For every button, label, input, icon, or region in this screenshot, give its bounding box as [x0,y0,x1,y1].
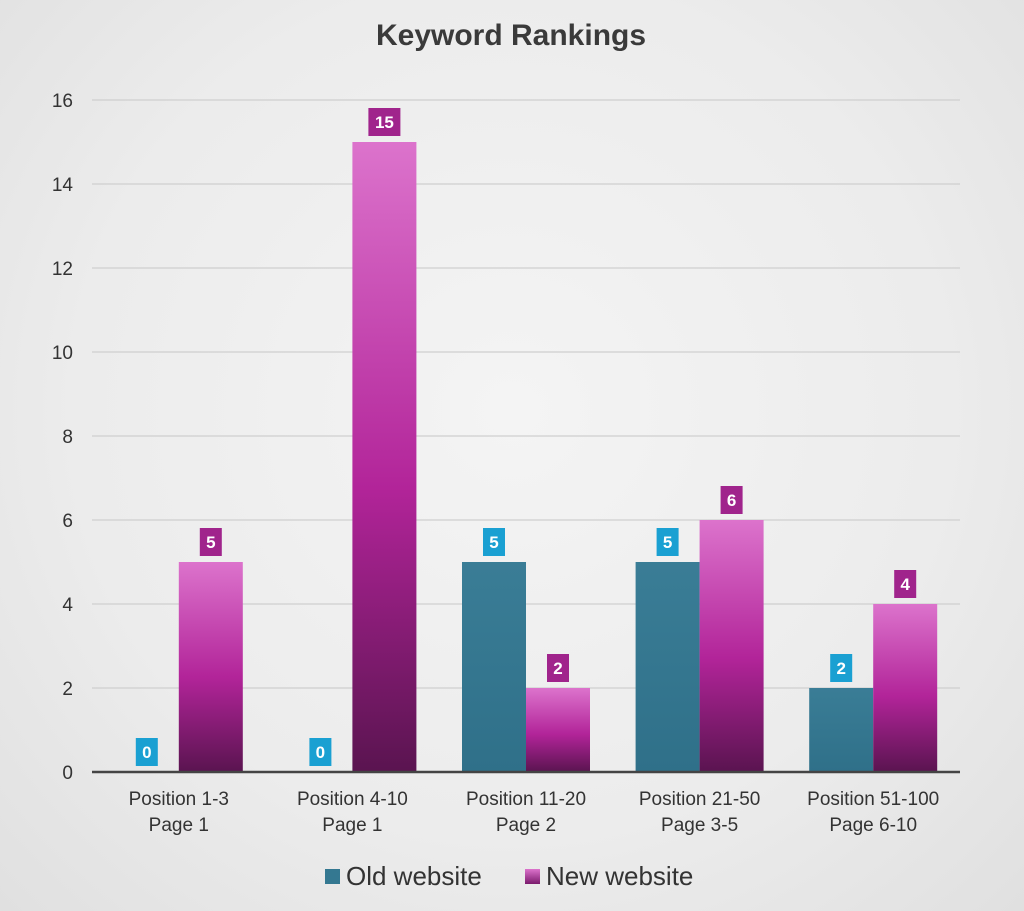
legend-item: New website [525,861,693,891]
x-tick-label: Position 21-50 [639,789,760,810]
axes: 0 2 4 6 8 10 12 14 16 Position 1-3 Page 1 Position … [52,91,960,836]
data-label: 5 [199,528,222,556]
data-label-box [309,738,332,766]
data-label-value: 5 [663,533,672,552]
data-label-box [135,738,158,766]
legend-label: New website [546,861,693,891]
data-label-box [830,654,853,682]
y-tick-label: 6 [62,511,73,532]
data-label-value: 0 [142,743,151,762]
data-label-box [894,570,917,598]
y-tick-label: 8 [62,427,73,448]
data-label-value: 4 [900,575,910,594]
x-tick-label: Page 3-5 [661,815,738,836]
data-label-value: 2 [553,659,562,678]
data-label-box [656,528,679,556]
x-tick-label: Page 1 [322,815,382,836]
x-tick-label: Position 51-100 [807,789,939,810]
data-label: 15 [368,108,401,136]
legend-swatch [525,869,540,884]
data-label-box [547,654,569,682]
y-tick-label: 14 [52,175,74,196]
y-tick-label: 10 [52,343,73,364]
data-label-value: 0 [316,743,325,762]
x-tick-label: Position 4-10 [297,789,408,810]
new-website-bar [178,562,243,772]
data-label: 0 [135,738,158,766]
data-label-value: 15 [375,113,394,132]
data-label: 5 [483,528,505,556]
y-tick-label: 0 [62,763,73,784]
chart-title: Keyword Rankings [376,19,646,52]
data-label-box [720,486,743,514]
data-label-value: 2 [836,659,845,678]
data-label: 5 [656,528,679,556]
x-tick-label: Position 1-3 [129,789,229,810]
old-website-bar [462,562,526,772]
data-label: 2 [830,654,853,682]
y-tick-label: 2 [62,679,73,700]
data-label-box [368,108,401,136]
data-label: 4 [894,570,917,598]
new-website-bar [526,688,590,772]
data-label-value: 5 [489,533,498,552]
new-website-bar [699,520,764,772]
data-labels: 0 5 0 15 5 2 5 6 2 4 [135,108,917,766]
y-tick-label: 4 [62,595,73,616]
y-tick-label: 12 [52,259,73,280]
y-tick-label: 16 [52,91,73,112]
data-label-value: 5 [206,533,215,552]
legend: Old website New website [325,861,693,891]
new-website-bar [352,142,417,772]
new-website-bar [873,604,938,772]
x-tick-label: Page 6-10 [829,815,917,836]
data-label-box [483,528,505,556]
old-website-bar [635,562,700,772]
data-label: 6 [720,486,743,514]
legend-label: Old website [346,861,482,891]
x-tick-label: Page 1 [149,815,209,836]
data-label-value: 6 [727,491,736,510]
data-label-box [199,528,222,556]
legend-item: Old website [325,861,482,891]
legend-swatch [325,869,340,884]
data-label: 0 [309,738,332,766]
old-website-bar [809,688,874,772]
x-tick-label: Page 2 [496,815,556,836]
x-tick-label: Position 11-20 [466,789,586,810]
bars [178,142,938,772]
data-label: 2 [547,654,569,682]
